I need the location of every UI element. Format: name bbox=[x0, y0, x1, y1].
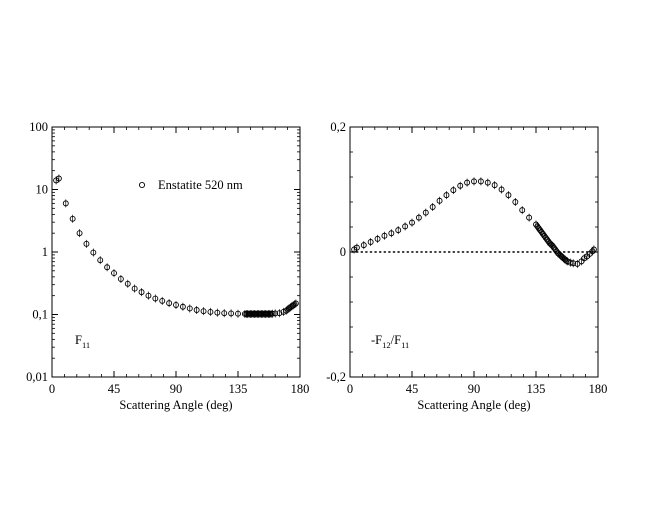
right-data-point bbox=[512, 199, 519, 205]
left-data-point bbox=[104, 264, 111, 271]
left-x-tick-label: 45 bbox=[108, 382, 121, 396]
left-data-point bbox=[221, 310, 228, 317]
left-panel-label: F11 bbox=[75, 333, 90, 350]
left-data-point bbox=[193, 307, 200, 313]
left-data-point bbox=[145, 292, 152, 299]
right-data-point bbox=[477, 178, 484, 185]
right-x-tick-label: 45 bbox=[406, 382, 419, 396]
right-data-point bbox=[498, 186, 505, 193]
right-y-tick-label: 0,2 bbox=[330, 120, 346, 134]
left-data-point bbox=[173, 302, 179, 308]
left-data-point bbox=[117, 276, 124, 282]
left-panel-label-sub: 11 bbox=[82, 340, 90, 350]
right-data-point bbox=[374, 235, 381, 242]
left-data-point bbox=[76, 230, 83, 237]
left-data-point bbox=[62, 200, 69, 207]
right-data-point bbox=[429, 204, 436, 210]
right-data-point bbox=[443, 192, 450, 199]
right-data-point bbox=[402, 223, 409, 230]
right-panel-label-sub2: 11 bbox=[401, 340, 409, 350]
left-y-tick-label: 0,1 bbox=[32, 308, 48, 322]
left-x-tick-label: 135 bbox=[229, 382, 248, 396]
right-data-point bbox=[570, 260, 577, 267]
left-x-tick-label: 180 bbox=[291, 382, 310, 396]
right-data-point bbox=[422, 209, 429, 216]
right-data-point bbox=[590, 246, 597, 253]
right-data-point bbox=[574, 260, 581, 267]
left-data-point bbox=[166, 300, 173, 307]
right-data-point bbox=[395, 227, 402, 234]
right-x-tick-label: 90 bbox=[468, 382, 481, 396]
left-x-tick-label: 0 bbox=[49, 382, 55, 396]
right-data-point bbox=[505, 192, 512, 199]
left-xlabel: Scattering Angle (deg) bbox=[119, 398, 232, 412]
right-data-point bbox=[519, 207, 526, 214]
right-xlabel: Scattering Angle (deg) bbox=[417, 398, 530, 412]
right-data-point bbox=[464, 179, 471, 186]
left-data-point bbox=[214, 309, 221, 316]
left-y-tick-label: 0,01 bbox=[26, 370, 48, 384]
left-y-tick-label: 10 bbox=[36, 183, 49, 197]
left-data-point bbox=[228, 310, 235, 317]
right-panel: 0 45 90 135 180-0,200,2 Scattering Angle (de… bbox=[326, 120, 607, 412]
right-panel-label-sub1: 12 bbox=[382, 340, 391, 350]
left-data-point bbox=[69, 215, 76, 222]
left-data-point bbox=[207, 308, 214, 315]
left-data-point bbox=[83, 240, 90, 247]
right-data-point bbox=[457, 182, 464, 189]
right-data-point bbox=[484, 179, 491, 186]
right-data-point bbox=[367, 239, 374, 245]
left-data-point bbox=[124, 280, 131, 287]
right-data-point bbox=[450, 187, 457, 194]
left-data-point bbox=[276, 310, 283, 317]
right-panel-label-prefix: -F bbox=[371, 333, 382, 347]
left-data-point bbox=[138, 289, 145, 296]
right-data-point bbox=[436, 197, 443, 204]
right-data-point bbox=[388, 230, 395, 237]
left-data-point bbox=[152, 295, 159, 302]
left-data-point bbox=[55, 175, 62, 182]
left-data-point bbox=[292, 300, 299, 307]
right-x-tick-label: 180 bbox=[589, 382, 608, 396]
left-data-point bbox=[90, 249, 97, 256]
right-data-point bbox=[491, 182, 498, 189]
left-data-point bbox=[111, 270, 117, 277]
left-y-tick-label: 1 bbox=[42, 245, 48, 259]
right-data-point bbox=[409, 219, 415, 226]
right-data-point bbox=[526, 214, 533, 221]
right-data-point bbox=[471, 178, 477, 185]
left-data-point bbox=[97, 257, 104, 264]
right-data-point bbox=[360, 242, 367, 249]
right-panel-label: -F12/F11 bbox=[371, 333, 409, 350]
left-data-point bbox=[235, 310, 241, 317]
right-data-point bbox=[353, 244, 360, 251]
legend-label: Enstatite 520 nm bbox=[158, 178, 243, 192]
left-points bbox=[53, 174, 299, 318]
right-ticks: 0 45 90 135 180-0,200,2 bbox=[326, 120, 607, 396]
left-y-tick-label: 100 bbox=[29, 120, 48, 134]
left-panel: 0 45 90 135 180 0,01 0,1 1 10 100 Scattering Angl… bbox=[26, 120, 309, 412]
right-data-point bbox=[415, 214, 422, 221]
right-points bbox=[351, 177, 597, 268]
left-data-point bbox=[291, 301, 298, 308]
left-data-point bbox=[186, 305, 193, 312]
right-y-tick-label: 0 bbox=[340, 245, 346, 259]
legend-marker bbox=[138, 181, 146, 189]
right-panel-label-mid: /F bbox=[391, 333, 401, 347]
left-x-tick-label: 90 bbox=[170, 382, 183, 396]
left-data-point bbox=[159, 297, 166, 304]
right-x-tick-label: 0 bbox=[347, 382, 353, 396]
right-x-tick-label: 135 bbox=[527, 382, 546, 396]
left-data-point bbox=[272, 310, 279, 317]
right-y-tick-label: -0,2 bbox=[326, 370, 346, 384]
left-ticks: 0 45 90 135 180 0,01 0,1 1 10 100 bbox=[26, 120, 309, 396]
left-data-point bbox=[179, 303, 186, 310]
left-data-point bbox=[200, 308, 207, 315]
right-data-point bbox=[381, 232, 388, 239]
left-data-point bbox=[131, 285, 138, 292]
left-panel-label-main: F bbox=[75, 333, 82, 347]
